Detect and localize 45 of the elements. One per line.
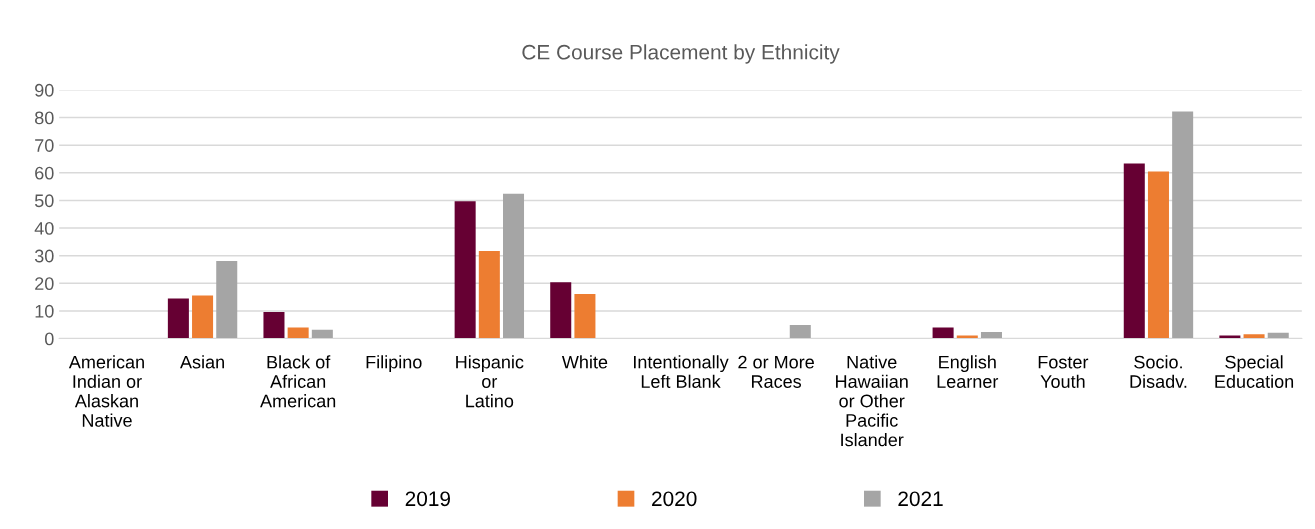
x-tick-label: Foster Youth (1038, 355, 1089, 388)
bar (167, 298, 189, 339)
chart-title: CE Course Placement by Ethnicity (522, 44, 840, 64)
bar (932, 327, 954, 339)
bar (503, 193, 525, 339)
bar (311, 329, 333, 339)
y-tick-label: 0 (44, 332, 54, 346)
x-tick-label: American Indian or Alaskan Native (68, 355, 144, 427)
legend-label: 2021 (898, 491, 943, 507)
x-tick-label: Filipino (366, 355, 422, 373)
y-tick-label: 90 (35, 83, 54, 97)
x-tick-label: Black of African American (260, 355, 336, 408)
bar (574, 294, 596, 339)
bar (1172, 111, 1194, 339)
legend-label: 2020 (652, 491, 697, 507)
bar (454, 201, 476, 339)
x-tick-label: Asian (180, 355, 224, 369)
bar (980, 331, 1002, 339)
bar (789, 325, 811, 339)
y-tick-label: 30 (34, 249, 54, 263)
bar (1147, 171, 1169, 339)
bar (216, 260, 238, 339)
x-tick-label: English Learner (937, 355, 999, 388)
x-tick-label: Special Education (1215, 355, 1294, 388)
y-tick-label: 20 (35, 277, 54, 291)
legend-label: 2019 (405, 491, 451, 507)
y-tick-label: 70 (35, 139, 54, 152)
y-tick-label: 10 (35, 304, 54, 318)
bar (263, 312, 285, 339)
y-tick-label: 40 (34, 221, 54, 235)
bar (192, 295, 214, 339)
x-tick-label: White (561, 355, 608, 369)
y-tick-label: 60 (35, 166, 54, 180)
bar (287, 327, 309, 339)
x-tick-label: 2 or More Races (738, 355, 814, 388)
y-tick-label: 50 (34, 194, 54, 208)
bar (478, 250, 500, 339)
bar (1123, 163, 1145, 339)
x-tick-label: Socio. Disadv. (1130, 355, 1187, 388)
x-tick-label: Native Hawaiian or Other Pacific Islander (836, 355, 908, 447)
x-tick-label: Hispanic or Latino (456, 355, 524, 408)
bar (550, 282, 572, 339)
x-tick-label: Intentionally Left Blank (634, 355, 729, 388)
bar (1243, 334, 1265, 339)
y-tick-label: 80 (35, 111, 54, 125)
